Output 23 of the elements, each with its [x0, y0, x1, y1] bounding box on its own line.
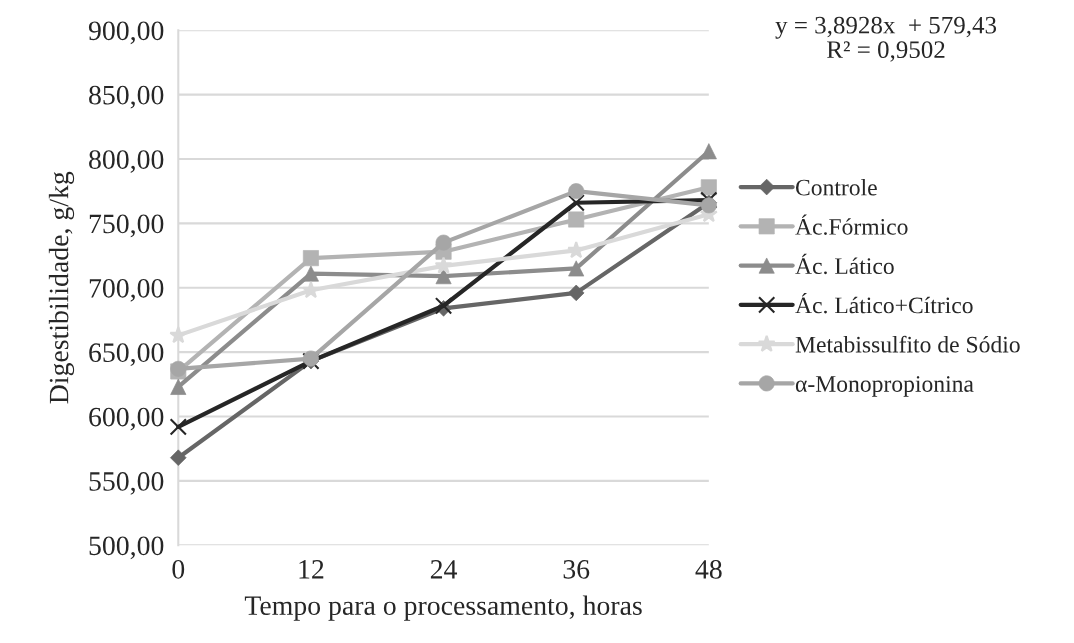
x-tick-label: 12 — [299, 560, 324, 579]
legend-label: α-Monopropionina — [795, 376, 974, 397]
legend-label: Ác. Lático — [795, 253, 894, 275]
x-tick-label: 24 — [430, 560, 458, 579]
y-axis-title: Digestibilidade, g/kg — [48, 171, 75, 404]
y-tick-label: 700,00 — [89, 278, 164, 302]
x-tick-label: 48 — [695, 559, 722, 579]
legend-label: Ác. Lático+Cítrico — [795, 292, 973, 314]
y-tick-label: 550,00 — [89, 472, 164, 495]
y-tick-label: 500,00 — [89, 536, 164, 560]
legend-label: Ác.Fórmico — [795, 214, 908, 235]
text: y = 3,8928x + 579,43 R² = 0,9502 — [775, 16, 997, 62]
x-tick-label: 0 — [172, 559, 185, 579]
x-tick-label: 36 — [563, 560, 590, 579]
y-tick-label: 750,00 — [89, 214, 164, 238]
legend-label: Controle — [795, 178, 877, 196]
y-tick-label: 600,00 — [89, 407, 164, 431]
y-tick-label: 900,00 — [88, 21, 164, 45]
y-tick-label: 650,00 — [89, 343, 164, 367]
y-tick-label: 850,00 — [89, 85, 164, 109]
x-axis-title: Tempo para o processamento, horas — [244, 595, 642, 621]
y-tick-label: 800,00 — [89, 150, 164, 173]
legend-label: Metabissulfito de Sódio — [795, 335, 1020, 353]
